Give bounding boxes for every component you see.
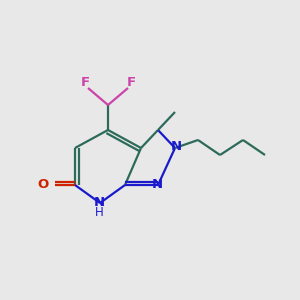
Text: O: O [38,178,49,191]
Text: F: F [126,76,136,89]
Text: N: N [152,178,163,190]
Text: N: N [170,140,182,154]
Text: H: H [94,206,103,220]
Text: N: N [93,196,105,208]
Text: F: F [80,76,90,89]
